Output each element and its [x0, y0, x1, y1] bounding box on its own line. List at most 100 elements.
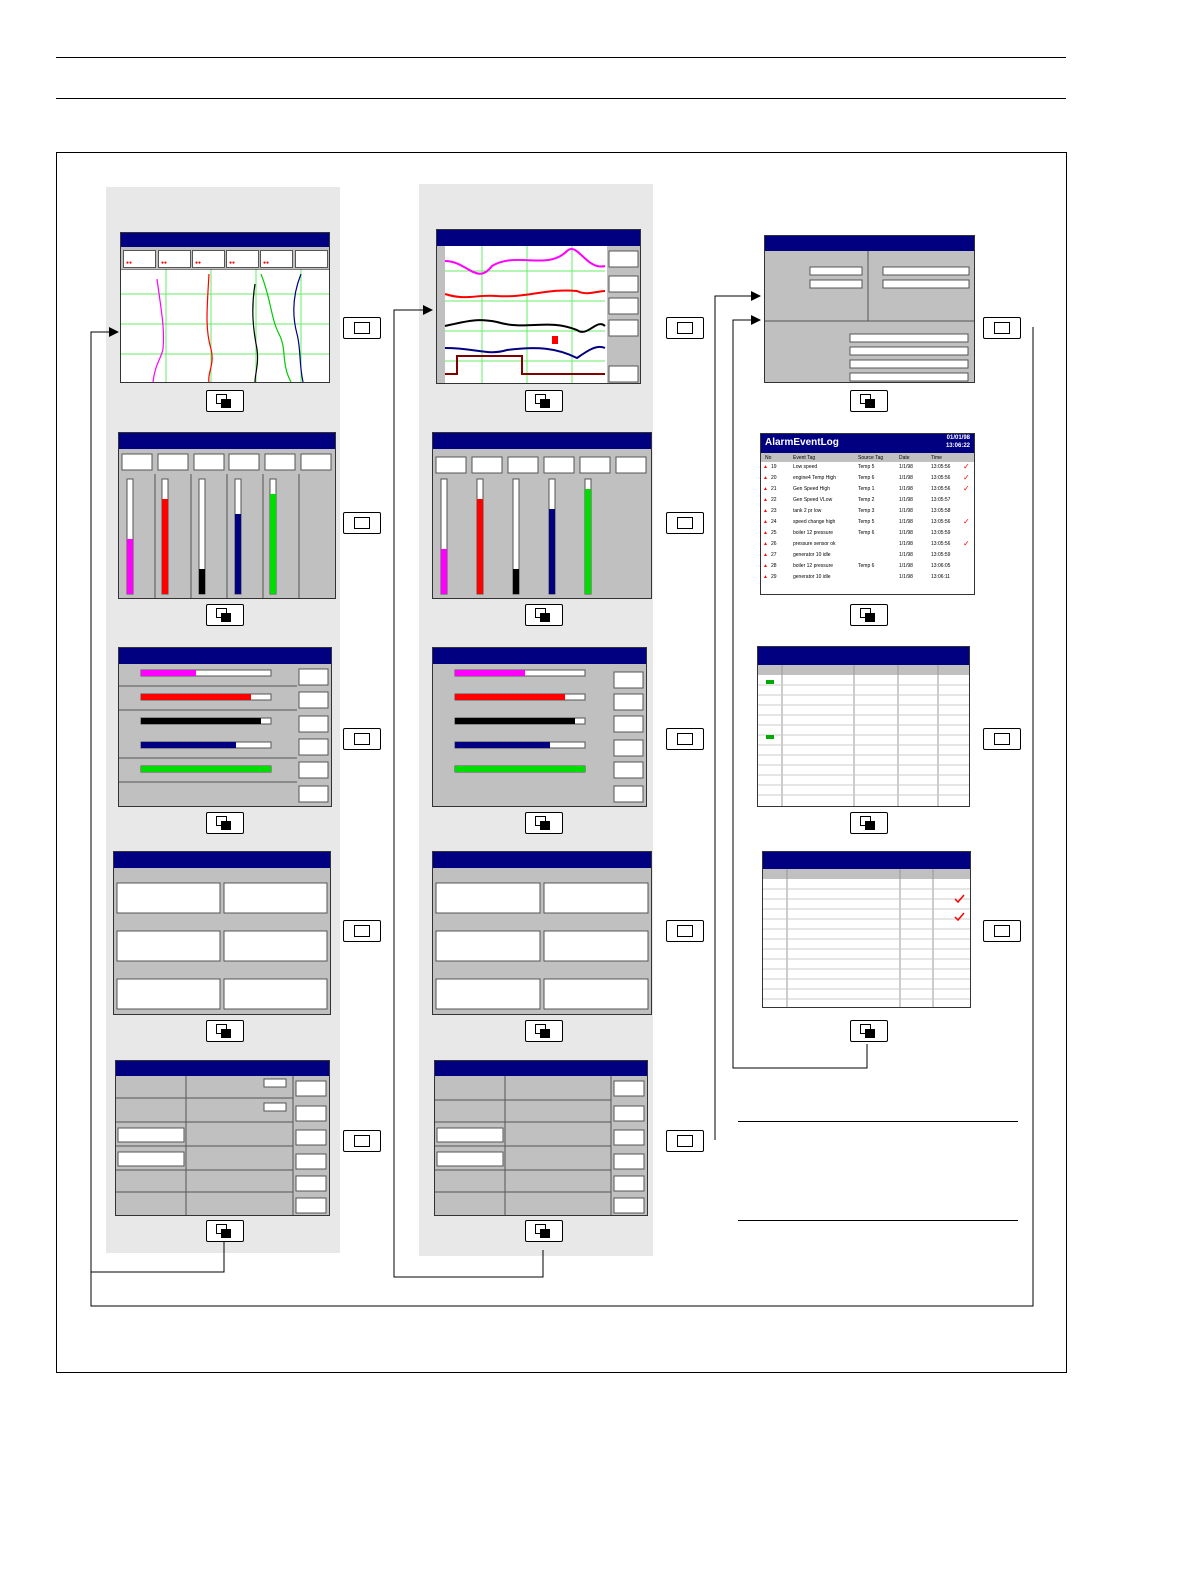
- ack-check-icon: ✓: [963, 539, 970, 548]
- grid-key-icon[interactable]: [343, 512, 381, 534]
- alarm-time: 13:06:11: [931, 574, 951, 580]
- alarm-log-row[interactable]: 23 tank 2 pr low Temp 3 1/1/98 13:05:58 ▲: [761, 506, 974, 517]
- page-key-icon[interactable]: [206, 812, 244, 834]
- alarm-time: 13:05:58: [931, 508, 951, 514]
- alarm-source-tag: Temp 2: [858, 497, 875, 503]
- alarm-time: 13:05:56: [931, 464, 951, 470]
- alarm-time: 13:05:57: [931, 497, 951, 503]
- alarm-log-row[interactable]: 28 boiler 12 pressure Temp 6 1/1/98 13:06:05…: [761, 561, 974, 572]
- page-key-icon[interactable]: [206, 604, 244, 626]
- alarm-source-tag: Temp 1: [858, 486, 875, 492]
- page-key-icon[interactable]: [525, 812, 563, 834]
- alarm-event-tag: Gen Speed VLow: [793, 497, 833, 503]
- alarm-event-tag: tank 2 pr low: [793, 508, 822, 514]
- alarm-no: 23: [771, 508, 777, 514]
- page-key-icon[interactable]: [206, 1020, 244, 1042]
- alarm-event-tag: generator 10 idle: [793, 552, 831, 558]
- grid-key-icon[interactable]: [343, 1130, 381, 1152]
- alarm-source-tag: Temp 5: [858, 519, 875, 525]
- ack-check-icon: ✓: [963, 462, 970, 471]
- alarm-date: 1/1/98: [899, 574, 913, 580]
- legend-rule-bottom: [738, 1220, 1018, 1221]
- alarm-log-row[interactable]: 20 engine4 Temp High Temp 6 1/1/98 13:05:56 ▲…: [761, 473, 974, 484]
- alarm-time: 13:05:56: [931, 475, 951, 481]
- grid-key-icon[interactable]: [666, 512, 704, 534]
- alarm-time: 13:05:56: [931, 486, 951, 492]
- grid-key-icon[interactable]: [983, 317, 1021, 339]
- grid-key-icon[interactable]: [343, 728, 381, 750]
- grid-key-icon[interactable]: [343, 317, 381, 339]
- alarm-state-icon: ▲: [763, 464, 768, 470]
- grid-key-icon[interactable]: [983, 920, 1021, 942]
- alarm-event-tag: Gen Speed High: [793, 486, 830, 492]
- alarm-date: 1/1/98: [899, 486, 913, 492]
- alarm-log-row[interactable]: 29 generator 10 idle 1/1/98 13:06:11 ▲: [761, 572, 974, 583]
- alarm-log-row[interactable]: 27 generator 10 idle 1/1/98 13:05:59 ▲: [761, 550, 974, 561]
- col-time: Time: [931, 455, 942, 461]
- page-key-icon[interactable]: [525, 390, 563, 412]
- page-key-icon[interactable]: [206, 390, 244, 412]
- alarm-state-icon: ▲: [763, 497, 768, 503]
- alarm-state-icon: ▲: [763, 541, 768, 547]
- alarm-no: 24: [771, 519, 777, 525]
- page-key-icon[interactable]: [525, 1020, 563, 1042]
- alarm-source-tag: Temp 6: [858, 563, 875, 569]
- alarm-state-icon: ▲: [763, 475, 768, 481]
- page-key-icon[interactable]: [850, 812, 888, 834]
- settings-screen: [115, 1060, 330, 1216]
- grid-key-icon[interactable]: [343, 920, 381, 942]
- horizontal-bar-screen-2: [432, 647, 647, 807]
- grid-key-icon[interactable]: [666, 317, 704, 339]
- alarm-log-row[interactable]: 25 boiler 12 pressure Temp 6 1/1/98 13:05:59…: [761, 528, 974, 539]
- alarm-state-icon: ▲: [763, 530, 768, 536]
- page-key-icon[interactable]: [850, 1020, 888, 1042]
- settings-screen-2: [434, 1060, 648, 1216]
- alarm-log-row[interactable]: 26 pressure sensor ok 1/1/98 13:05:56 ▲ ✓: [761, 539, 974, 550]
- alarm-date: 1/1/98: [899, 464, 913, 470]
- alarm-source-tag: Temp 3: [858, 508, 875, 514]
- alarm-log-title: AlarmEventLog: [765, 437, 839, 448]
- col-event-tag: Event Tag: [793, 455, 816, 461]
- alarm-time: 13:05:56: [931, 519, 951, 525]
- alarm-time: 13:06:05: [931, 563, 951, 569]
- alarm-date: 1/1/98: [899, 541, 913, 547]
- legend-rule-top: [738, 1121, 1018, 1122]
- ack-list-screen: [762, 851, 971, 1008]
- col-no: No: [765, 455, 772, 461]
- alarm-date: 1/1/98: [899, 552, 913, 558]
- grid-key-icon[interactable]: [666, 920, 704, 942]
- alarm-date: 1/1/98: [899, 475, 913, 481]
- alarm-log-row[interactable]: 19 Low speed Temp 5 1/1/98 13:05:56 ▲ ✓: [761, 462, 974, 473]
- event-list-screen: [757, 646, 970, 807]
- alarm-log-time: 13:06:22: [945, 443, 970, 449]
- page-key-icon[interactable]: [525, 1220, 563, 1242]
- alarm-no: 28: [771, 563, 777, 569]
- alarm-log-row[interactable]: 22 Gen Speed VLow Temp 2 1/1/98 13:05:57 ▲: [761, 495, 974, 506]
- alarm-state-icon: ▲: [763, 508, 768, 514]
- grid-key-icon[interactable]: [983, 728, 1021, 750]
- ack-check-icon: ✓: [963, 517, 970, 526]
- page-key-icon[interactable]: [206, 1220, 244, 1242]
- alarm-no: 25: [771, 530, 777, 536]
- vertical-bar-screen-2: [432, 432, 652, 599]
- alarm-log-header: No Event Tag Source Tag Date Time: [761, 453, 974, 462]
- alarm-source-tag: Temp 6: [858, 475, 875, 481]
- alarm-no: 29: [771, 574, 777, 580]
- alarm-source-tag: Temp 5: [858, 464, 875, 470]
- alarm-state-icon: ▲: [763, 519, 768, 525]
- alarm-source-tag: Temp 6: [858, 530, 875, 536]
- alarm-event-tag: boiler 12 pressure: [793, 530, 834, 536]
- page-key-icon[interactable]: [850, 390, 888, 412]
- grid-key-icon[interactable]: [666, 728, 704, 750]
- alarm-no: 26: [771, 541, 777, 547]
- alarm-log-row[interactable]: 24 speed change high Temp 5 1/1/98 13:05:56 ▲…: [761, 517, 974, 528]
- grid-key-icon[interactable]: [666, 1130, 704, 1152]
- header-rule-bottom: [56, 98, 1066, 99]
- page-key-icon[interactable]: [525, 604, 563, 626]
- alarm-date: 1/1/98: [899, 530, 913, 536]
- status-screen: [764, 235, 975, 383]
- page-key-icon[interactable]: [850, 604, 888, 626]
- alarm-log-row[interactable]: 21 Gen Speed High Temp 1 1/1/98 13:05:56 ▲ ✓: [761, 484, 974, 495]
- diagram-frame: [56, 152, 1067, 1373]
